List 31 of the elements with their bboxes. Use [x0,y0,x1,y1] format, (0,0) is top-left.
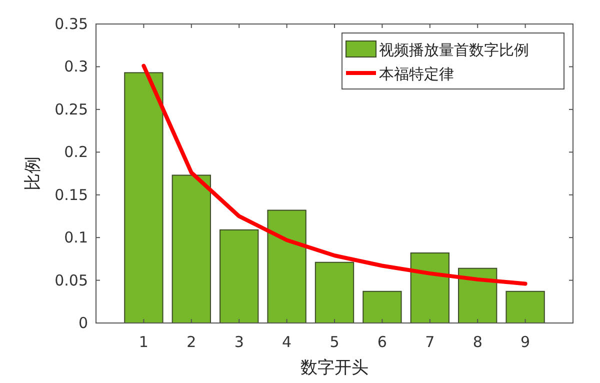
x-tick-label: 9 [520,333,530,351]
x-tick-label: 4 [282,333,292,351]
bar [124,72,164,324]
y-tick-label: 0.3 [64,58,88,76]
x-tick-label: 8 [472,333,482,351]
y-axis-title: 比例 [23,156,43,190]
x-tick-label: 2 [186,333,196,351]
y-tick-label: 0.05 [54,271,88,290]
y-tick-label: 0.2 [64,143,88,162]
y-tick-label: 0.25 [54,100,88,118]
bar [506,290,545,324]
x-axis-title: 数字开头 [300,358,368,378]
legend-label: 视频播放量首数字比例 [379,41,529,59]
bar [458,268,498,324]
x-tick-label: 1 [138,333,148,351]
bar [267,210,306,324]
x-tick-label: 6 [377,333,387,351]
bar [314,262,354,324]
y-tick-label: 0.35 [54,15,88,33]
x-tick-label: 7 [425,333,435,351]
bar [220,229,259,324]
bar [410,252,450,324]
y-tick-label: 0.15 [54,186,88,204]
bar [172,174,211,324]
line-series [142,64,528,286]
y-tick-label: 0.1 [64,228,88,247]
x-tick-label: 5 [330,333,340,351]
y-tick-label: 0 [78,314,88,332]
x-tick-label: 3 [234,333,244,351]
bar [362,290,402,324]
legend-label: 本福特定律 [379,65,454,83]
